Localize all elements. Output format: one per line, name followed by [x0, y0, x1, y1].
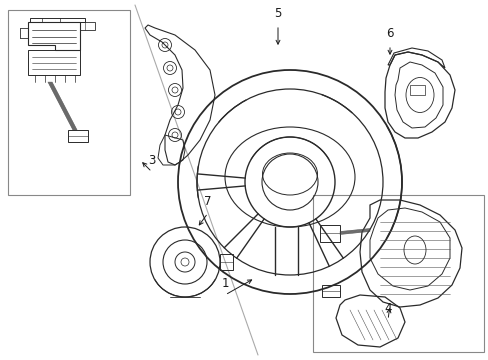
- Text: 1: 1: [221, 277, 228, 290]
- Bar: [312, 195, 483, 352]
- Text: 4: 4: [384, 302, 391, 315]
- Text: 7: 7: [204, 195, 211, 208]
- Bar: [8, 10, 130, 195]
- Text: 3: 3: [148, 154, 155, 167]
- Bar: [68, 130, 88, 142]
- Text: 5: 5: [274, 7, 281, 20]
- Text: 6: 6: [386, 27, 393, 40]
